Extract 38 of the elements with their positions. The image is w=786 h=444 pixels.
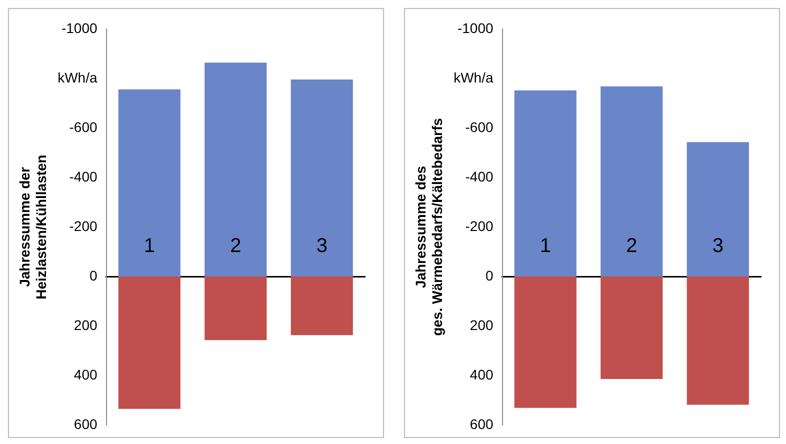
bar [600,276,663,379]
x-tick-label: 2 [230,235,242,258]
bar [118,89,180,276]
bar [686,142,749,276]
y-axis-title: Jahressumme des ges. Wärmebedarfs/Kältebedarfs [412,118,446,336]
y-tick-label: 600 [470,416,494,432]
bar [686,276,749,405]
y-tick-label: -600 [69,118,98,135]
x-tick-label: 1 [144,235,155,258]
y-axis-title: Jahressumme der Heizlasten/Kühllasten [16,154,50,300]
bar [514,276,576,408]
bar [118,276,180,409]
bar [290,79,353,276]
y-tick-label: 400 [74,366,98,382]
y-tick-label: kWh/a [58,69,98,86]
bar [514,90,576,276]
y-tick-label: -200 [465,218,494,234]
y-tick-label: -400 [69,168,98,184]
y-tick-label: -1000 [457,20,494,36]
x-tick-label: 3 [712,235,724,258]
y-tick-label: 200 [470,316,494,333]
x-tick-label: 1 [540,235,551,258]
y-tick-label: -400 [465,168,494,184]
bar [204,62,267,276]
bar [600,86,663,276]
x-tick-label: 2 [626,235,638,258]
y-tick-label: kWh/a [454,69,494,86]
y-tick-label: 400 [470,366,494,382]
y-tick-label: -200 [69,218,98,234]
y-tick-label: -1000 [61,20,98,36]
x-tick-label: 3 [316,235,328,258]
bar [204,276,267,340]
y-tick-label: 200 [74,316,98,333]
y-tick-label: 0 [485,267,494,284]
y-tick-label: -600 [465,118,494,135]
y-tick-label: 600 [74,416,98,432]
bar [290,276,353,336]
y-tick-label: 0 [89,267,98,284]
